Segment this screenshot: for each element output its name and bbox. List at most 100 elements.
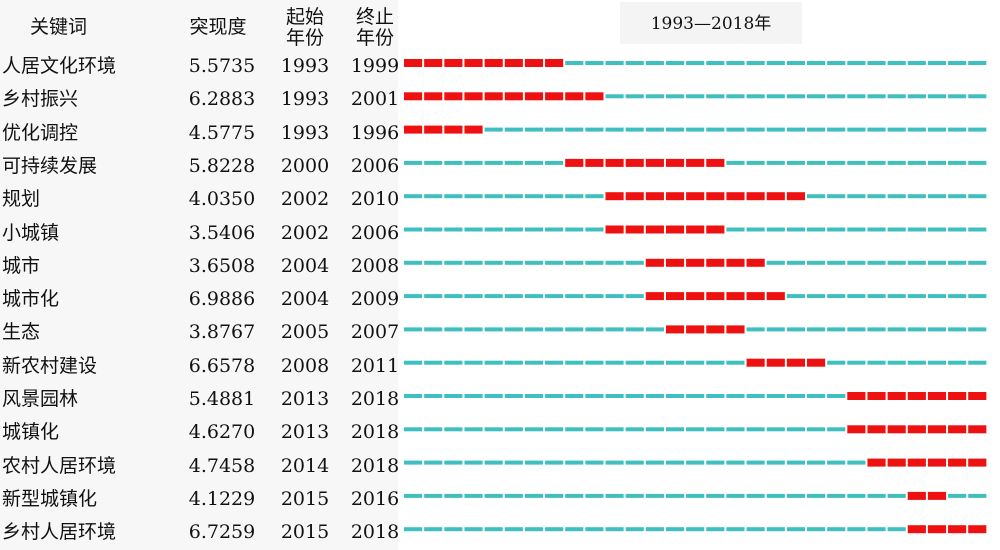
baseline-segment xyxy=(766,260,785,265)
baseline-segment xyxy=(545,194,564,199)
header-end-line2: 年份 xyxy=(355,27,394,49)
baseline-segment xyxy=(847,460,866,465)
burst-segment xyxy=(605,225,624,234)
baseline-segment xyxy=(565,427,584,432)
baseline-segment xyxy=(927,360,947,365)
end-year-cell: 2007 xyxy=(350,321,400,344)
table-row: 乡村振兴 6.2883 1993 2001 xyxy=(0,83,1000,116)
keyword-cell: 城市 xyxy=(2,254,41,277)
baseline-segment xyxy=(746,327,765,332)
burst-segment xyxy=(726,258,745,267)
baseline-segment xyxy=(404,294,423,299)
baseline-segment xyxy=(524,127,544,132)
baseline-segment xyxy=(524,327,544,332)
baseline-segment xyxy=(585,260,604,265)
baseline-segment xyxy=(827,227,846,232)
burst-segment xyxy=(605,158,624,167)
baseline-segment xyxy=(726,493,745,498)
baseline-segment xyxy=(444,160,463,165)
baseline-segment xyxy=(404,227,423,232)
burst-segment xyxy=(968,458,987,467)
baseline-segment xyxy=(867,227,886,232)
baseline-segment xyxy=(545,127,564,132)
burst-segment xyxy=(887,425,906,434)
baseline-segment xyxy=(968,260,987,265)
baseline-segment xyxy=(766,527,785,532)
begin-year-cell: 2008 xyxy=(280,354,330,377)
baseline-segment xyxy=(686,527,705,532)
baseline-segment xyxy=(645,427,664,432)
baseline-segment xyxy=(504,194,523,199)
end-year-cell: 1999 xyxy=(350,55,400,77)
end-year-cell: 2009 xyxy=(350,288,400,311)
baseline-segment xyxy=(766,160,785,165)
baseline-segment xyxy=(927,160,947,165)
strength-cell: 4.6270 xyxy=(188,421,256,444)
baseline-segment xyxy=(827,394,846,398)
baseline-segment xyxy=(605,127,624,132)
baseline-segment xyxy=(605,427,624,432)
baseline-segment xyxy=(484,493,503,498)
baseline-segment xyxy=(645,394,664,398)
baseline-segment xyxy=(484,260,503,265)
baseline-segment xyxy=(625,493,644,498)
baseline-segment xyxy=(948,260,967,265)
baseline-segment xyxy=(585,527,604,532)
baseline-segment xyxy=(645,360,664,365)
baseline-segment xyxy=(968,61,987,65)
baseline-segment xyxy=(968,94,987,99)
baseline-segment xyxy=(927,260,947,265)
baseline-segment xyxy=(847,94,866,99)
baseline-segment xyxy=(585,294,604,299)
baseline-segment xyxy=(404,460,423,465)
baseline-segment xyxy=(887,360,906,365)
baseline-segment xyxy=(706,427,725,432)
baseline-segment xyxy=(887,160,906,165)
burst-segment xyxy=(927,491,947,500)
burst-segment xyxy=(504,59,523,67)
baseline-segment xyxy=(968,294,987,299)
baseline-segment xyxy=(807,94,826,99)
keyword-table-panel xyxy=(0,0,398,550)
burst-segment xyxy=(545,92,564,101)
baseline-segment xyxy=(948,294,967,299)
baseline-segment xyxy=(444,394,463,398)
baseline-segment xyxy=(766,427,785,432)
begin-year-cell: 2002 xyxy=(280,188,330,211)
burst-segment xyxy=(867,392,886,400)
end-year-cell: 2008 xyxy=(350,254,400,277)
baseline-segment xyxy=(827,127,846,132)
baseline-segment xyxy=(827,327,846,332)
baseline-segment xyxy=(404,260,423,265)
baseline-segment xyxy=(706,460,725,465)
burst-segment xyxy=(585,158,604,167)
baseline-segment xyxy=(847,61,866,65)
baseline-segment xyxy=(786,294,805,299)
baseline-segment xyxy=(686,94,705,99)
baseline-segment xyxy=(625,260,644,265)
baseline-segment xyxy=(565,194,584,199)
baseline-segment xyxy=(686,61,705,65)
baseline-segment xyxy=(484,327,503,332)
baseline-segment xyxy=(625,427,644,432)
strength-cell: 3.8767 xyxy=(188,321,256,344)
burst-segment xyxy=(706,225,725,234)
baseline-segment xyxy=(565,360,584,365)
baseline-segment xyxy=(786,94,805,99)
baseline-segment xyxy=(827,294,846,299)
baseline-segment xyxy=(726,527,745,532)
baseline-segment xyxy=(524,493,544,498)
baseline-segment xyxy=(565,493,584,498)
burst-segment xyxy=(766,192,785,201)
baseline-segment xyxy=(726,460,745,465)
baseline-segment xyxy=(565,127,584,132)
table-row: 可持续发展 5.8228 2000 2006 xyxy=(0,150,1000,183)
baseline-segment xyxy=(686,360,705,365)
burst-segment xyxy=(686,325,705,334)
baseline-segment xyxy=(665,460,685,465)
burst-segment xyxy=(484,59,503,67)
strength-cell: 6.7259 xyxy=(188,521,256,544)
baseline-segment xyxy=(605,327,624,332)
burst-segment xyxy=(464,125,483,134)
